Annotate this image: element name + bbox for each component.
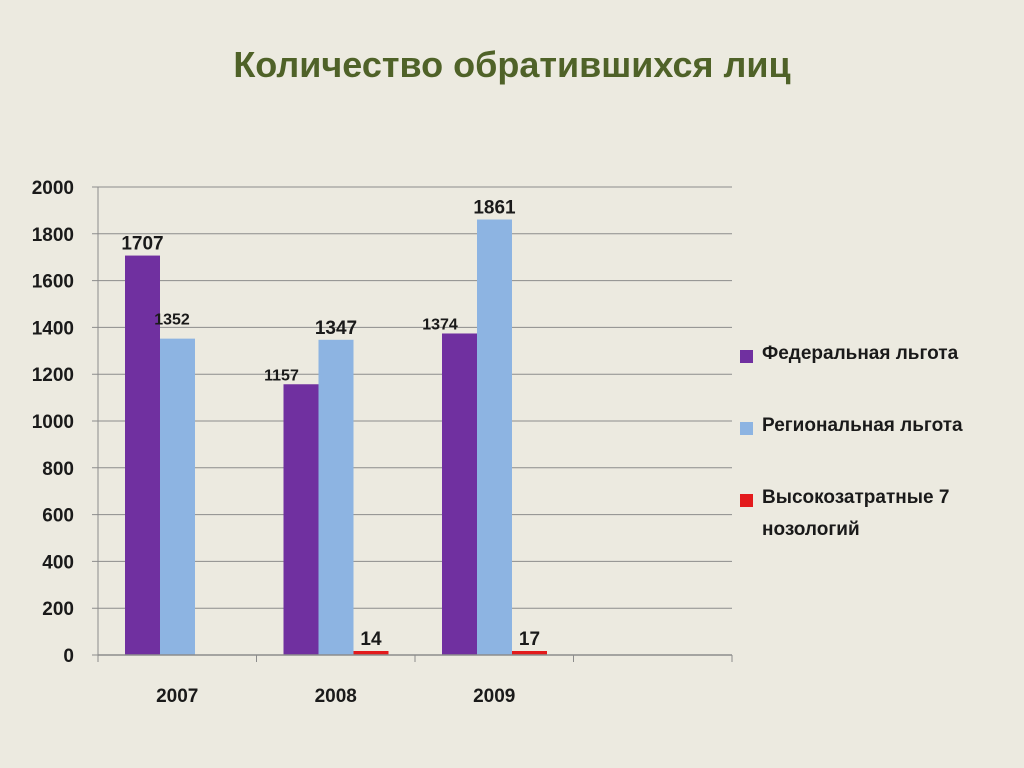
y-tick-label: 1200 <box>32 365 74 386</box>
y-tick-label: 1800 <box>32 225 74 246</box>
y-tick-label: 400 <box>42 552 74 573</box>
x-tick-label: 2007 <box>156 686 198 707</box>
bar-federal-2008 <box>283 384 319 655</box>
bar-high-cost-2008 <box>353 651 389 655</box>
legend-item-federal: Федеральная льгота <box>740 343 1002 370</box>
bar-high-cost-2009 <box>512 651 547 655</box>
y-tick-label: 1600 <box>32 272 74 293</box>
x-tick-label: 2009 <box>473 686 515 707</box>
y-tick-label: 0 <box>63 646 74 667</box>
legend-swatch-federal <box>740 350 753 363</box>
legend-swatch-high-cost <box>740 494 753 507</box>
bar-regional-2008 <box>318 339 354 655</box>
bar-federal-2007 <box>125 255 160 655</box>
legend-label-regional: Региональная льгота <box>762 415 963 436</box>
legend-item-high-cost: Высокозатратные 7 нозологий <box>740 487 1002 546</box>
y-tick-label: 800 <box>42 459 74 480</box>
y-tick-label: 200 <box>42 599 74 620</box>
x-tick-label: 2008 <box>315 686 357 707</box>
legend-label-federal: Федеральная льгота <box>762 343 959 364</box>
bar-regional-2007 <box>160 338 195 655</box>
legend-label-high-cost: Высокозатратные 7 нозологий <box>762 487 950 540</box>
bar-regional-2009 <box>477 219 512 655</box>
legend-swatch-regional <box>740 422 753 435</box>
data-label-regional-2007: 1352 <box>154 312 190 329</box>
data-label-federal-2008: 1157 <box>264 367 299 384</box>
bar-federal-2009 <box>442 333 477 655</box>
data-label-regional-2008: 1347 <box>315 318 357 339</box>
data-label-federal-2007: 1707 <box>121 234 163 255</box>
axes: 0 200 400 600 800 1000 1200 1400 1600 1800 2000 200… <box>32 178 733 707</box>
legend-item-regional: Региональная льгота <box>740 415 1002 442</box>
y-tick-label: 1000 <box>32 412 74 433</box>
data-labels: 1707 1157 1374 1352 1347 1861 14 17 <box>121 198 540 650</box>
data-label-federal-2009: 1374 <box>422 316 458 333</box>
gridlines <box>92 186 732 656</box>
data-label-high-cost-2009: 17 <box>519 629 540 650</box>
bars <box>125 219 547 655</box>
data-label-high-cost-2008: 14 <box>360 629 382 650</box>
data-label-regional-2009: 1861 <box>473 198 516 219</box>
y-tick-label: 1400 <box>32 318 74 339</box>
y-tick-label: 2000 <box>32 178 74 199</box>
y-tick-label: 600 <box>42 506 74 527</box>
slide-title: Количество обратившихся лиц <box>233 44 791 85</box>
